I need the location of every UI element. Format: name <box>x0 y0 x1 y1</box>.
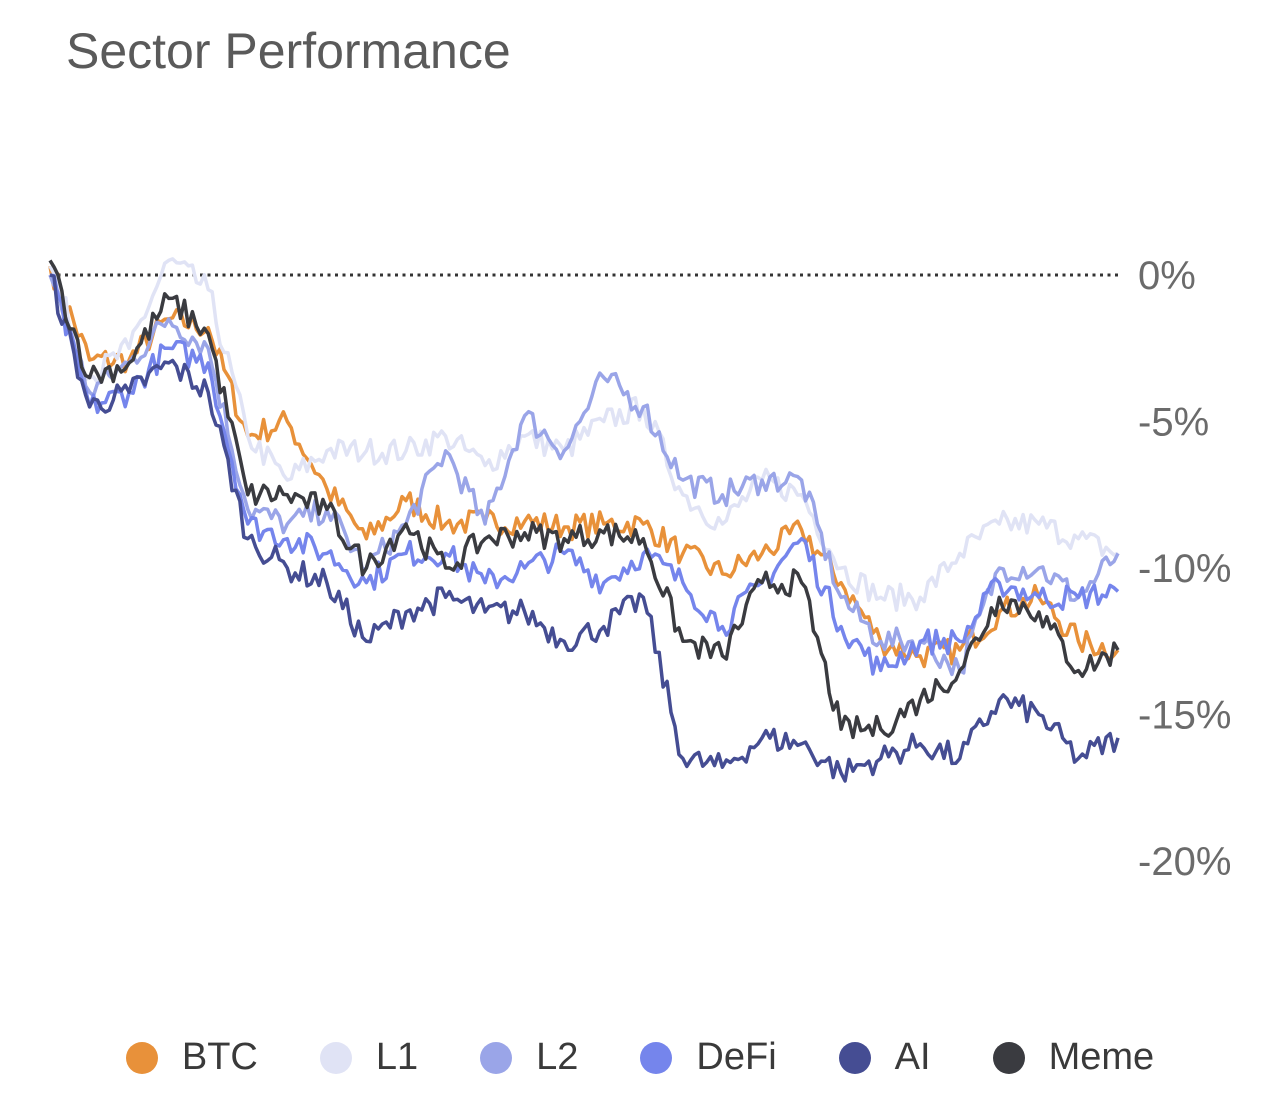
series-line-ai <box>49 273 1120 783</box>
legend-item-l2[interactable]: L2 <box>480 1036 578 1079</box>
series-line-meme <box>48 259 1120 740</box>
legend-label: BTC <box>181 1036 258 1078</box>
legend: BTC L1 L2 DeFi AI Meme <box>0 1036 1280 1079</box>
legend-label: L1 <box>375 1036 419 1078</box>
legend-item-btc[interactable]: BTC <box>125 1036 258 1079</box>
legend-item-l1[interactable]: L1 <box>319 1036 419 1079</box>
legend-item-defi[interactable]: DeFi <box>640 1036 777 1079</box>
y-tick-label: 0% <box>1138 254 1196 298</box>
series-line-btc <box>48 265 1120 669</box>
legend-item-ai[interactable]: AI <box>838 1036 931 1079</box>
legend-dot-icon <box>480 1041 513 1074</box>
y-tick-label: -5% <box>1138 401 1209 445</box>
line-chart: 0% -5% -10% -15% -20% <box>48 254 1231 884</box>
series-line-l2 <box>48 274 1120 677</box>
legend-dot-icon <box>319 1041 352 1074</box>
chart-title: Sector Performance <box>66 23 511 79</box>
legend-dot-icon <box>992 1041 1025 1074</box>
y-tick-label: -15% <box>1138 694 1231 738</box>
legend-label: Meme <box>1048 1036 1155 1078</box>
legend-item-meme[interactable]: Meme <box>992 1036 1155 1079</box>
legend-label: L2 <box>536 1036 579 1078</box>
legend-dot-icon <box>125 1041 158 1074</box>
series-line-defi <box>49 273 1120 676</box>
legend-label: DeFi <box>696 1036 777 1078</box>
y-tick-label: -20% <box>1138 840 1231 884</box>
legend-label: AI <box>894 1036 931 1078</box>
series-line-l1 <box>48 257 1119 612</box>
legend-dot-icon <box>640 1041 673 1074</box>
y-tick-label: -10% <box>1138 547 1231 591</box>
legend-dot-icon <box>838 1041 871 1074</box>
